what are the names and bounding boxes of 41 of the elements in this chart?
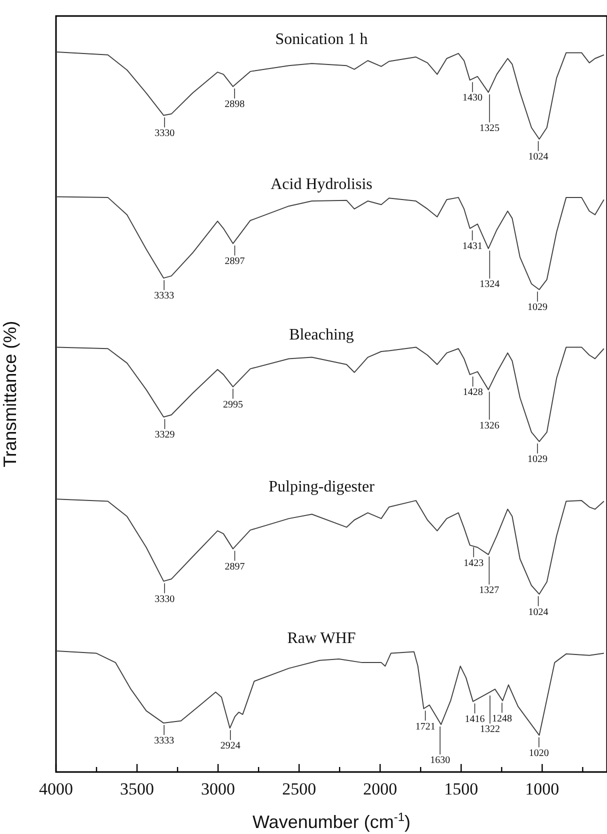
x-tick-label: 3500	[120, 780, 154, 799]
x-tick-label: 3000	[201, 780, 236, 799]
series-label: Bleaching	[289, 326, 354, 344]
annotation: 1430	[462, 92, 482, 104]
annotation: 1423	[464, 558, 484, 569]
series-label: Acid Hydrolisis	[270, 176, 372, 193]
annotation: 2995	[222, 399, 243, 410]
annotation: 1325	[480, 122, 500, 134]
annotation: 1029	[527, 454, 548, 466]
annotation: 2897	[224, 256, 245, 268]
annotation: 1322	[480, 724, 500, 736]
y-axis-title: Transmittance (%)	[0, 320, 20, 468]
annotation: 1326	[479, 420, 500, 432]
annotation: 1024	[528, 606, 548, 618]
annotation: 1431	[462, 241, 482, 252]
annotation: 1327	[479, 585, 500, 596]
x-tick-label: 1000	[525, 780, 560, 799]
x-tick-label: 1500	[444, 780, 478, 799]
annotation: 3330	[154, 128, 175, 139]
series-label: Pulping-digester	[268, 478, 376, 496]
annotation: 1416	[464, 714, 485, 726]
annotation: 3333	[154, 290, 174, 302]
annotation: 3330	[154, 594, 175, 605]
annotation: 3329	[154, 430, 175, 441]
annotation: 2898	[224, 99, 245, 110]
annotation: 1029	[527, 302, 548, 314]
x-tick-label: 2500	[282, 780, 316, 799]
annotation: 1428	[462, 387, 483, 398]
annotation: 1020	[528, 748, 549, 759]
annotation: 3333	[154, 736, 174, 747]
annotation: 1248	[492, 713, 512, 724]
annotation: 1630	[430, 755, 450, 766]
annotation: 2897	[224, 561, 245, 572]
annotation: 1324	[480, 279, 500, 290]
annotation: 2924	[220, 740, 240, 752]
series-label: Raw WHF	[287, 630, 356, 648]
annotation: 1024	[528, 152, 548, 163]
x-tick-label: 4000	[39, 780, 73, 799]
annotation: 1721	[415, 721, 436, 732]
x-tick-label: 2000	[363, 780, 398, 799]
series-label: Sonication 1 h	[275, 31, 368, 48]
